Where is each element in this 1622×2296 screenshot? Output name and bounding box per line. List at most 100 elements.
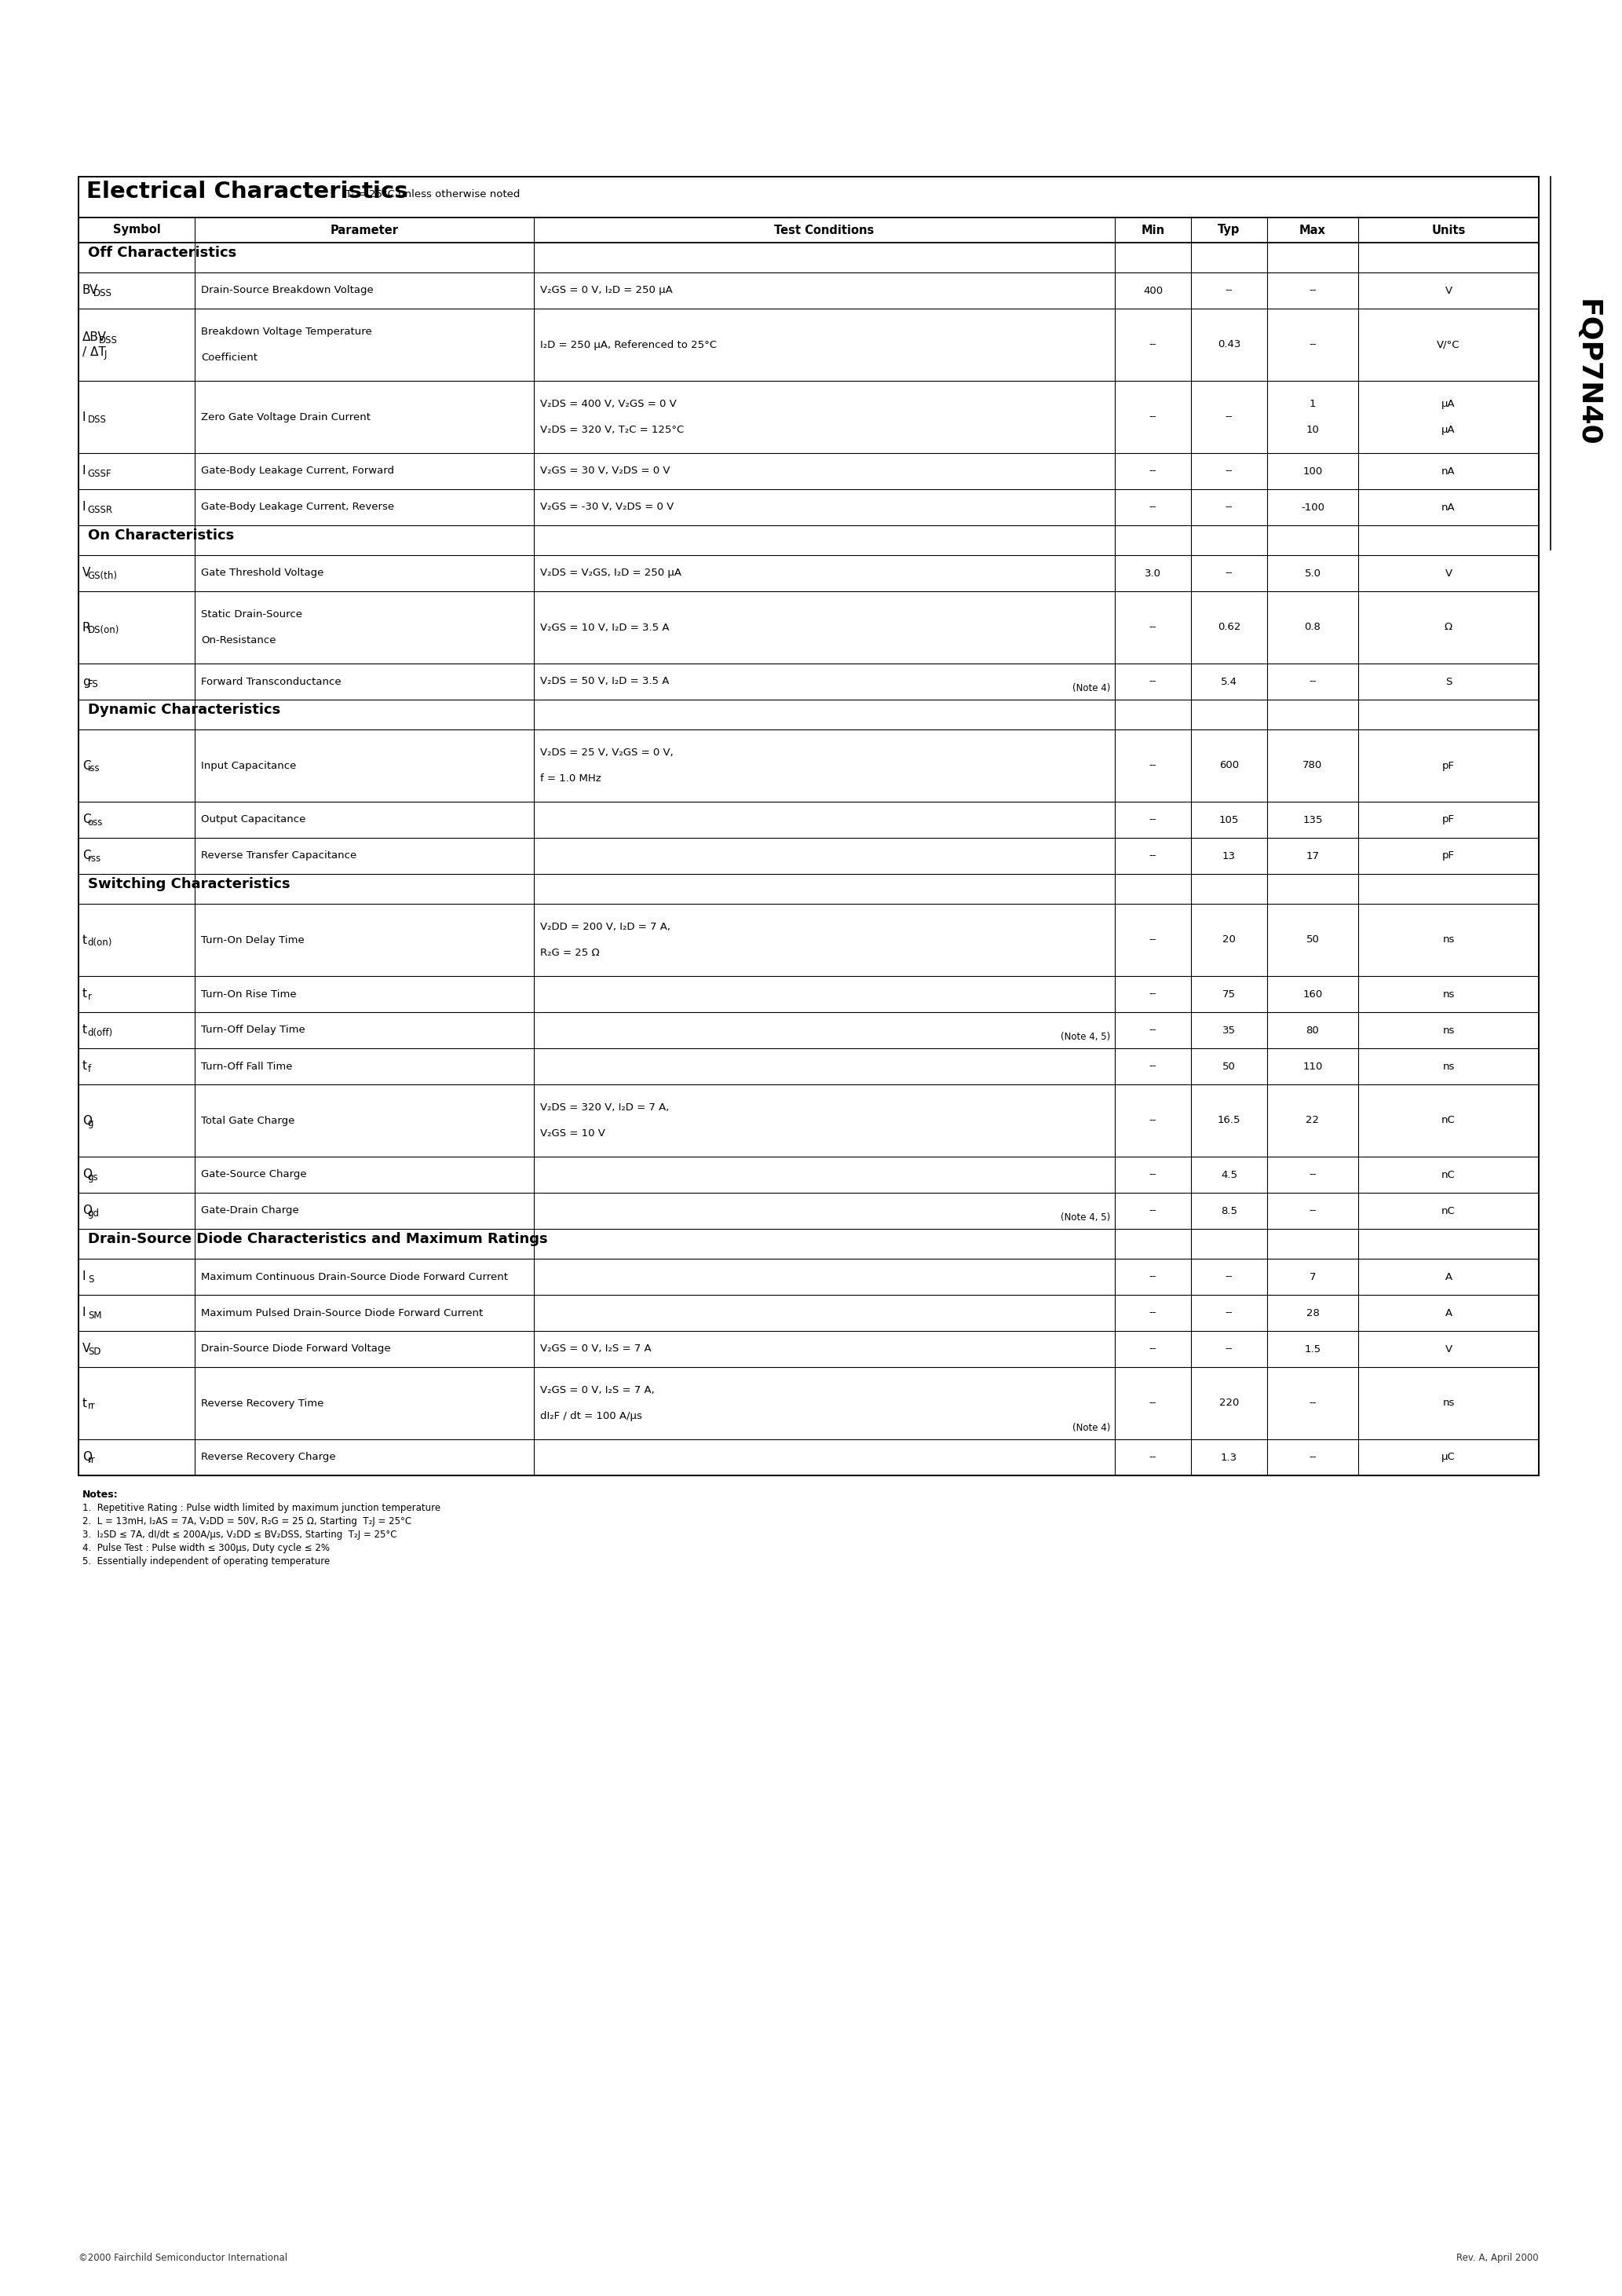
Text: 135: 135 (1302, 815, 1322, 824)
Text: SD: SD (88, 1348, 101, 1357)
Text: f = 1.0 MHz: f = 1.0 MHz (540, 774, 602, 783)
Text: V₂DD = 200 V, I₂D = 7 A,: V₂DD = 200 V, I₂D = 7 A, (540, 921, 670, 932)
Text: Turn-Off Fall Time: Turn-Off Fall Time (201, 1061, 292, 1072)
Text: --: -- (1309, 1398, 1317, 1407)
Text: ©2000 Fairchild Semiconductor International: ©2000 Fairchild Semiconductor Internatio… (78, 2252, 287, 2264)
Text: 160: 160 (1302, 990, 1322, 999)
Text: I: I (83, 1306, 86, 1318)
Text: (Note 4, 5): (Note 4, 5) (1061, 1031, 1109, 1042)
Text: --: -- (1148, 466, 1156, 475)
Text: S: S (1445, 677, 1452, 687)
Text: Coefficient: Coefficient (201, 354, 258, 363)
Text: rr: rr (88, 1401, 96, 1412)
Text: μC: μC (1442, 1453, 1455, 1463)
Text: nA: nA (1442, 466, 1455, 475)
Text: Turn-On Delay Time: Turn-On Delay Time (201, 934, 305, 946)
Text: pF: pF (1442, 760, 1455, 771)
Text: V₂GS = 0 V, I₂S = 7 A,: V₂GS = 0 V, I₂S = 7 A, (540, 1384, 655, 1396)
Text: pF: pF (1442, 815, 1455, 824)
Text: DSS: DSS (99, 335, 117, 344)
Text: 1.5: 1.5 (1304, 1343, 1320, 1355)
Text: --: -- (1148, 1116, 1156, 1125)
Text: --: -- (1225, 503, 1233, 512)
Text: 1: 1 (1309, 400, 1315, 409)
Text: --: -- (1309, 677, 1317, 687)
Text: nC: nC (1442, 1116, 1455, 1125)
Text: --: -- (1148, 1272, 1156, 1281)
Text: (Note 4): (Note 4) (1072, 1424, 1109, 1433)
Text: 8.5: 8.5 (1221, 1205, 1238, 1217)
Text: --: -- (1225, 466, 1233, 475)
Text: Units: Units (1432, 225, 1466, 236)
Text: --: -- (1148, 1453, 1156, 1463)
Text: --: -- (1225, 1272, 1233, 1281)
Text: --: -- (1148, 1309, 1156, 1318)
Bar (78, 177, 1539, 1476)
Text: Maximum Pulsed Drain-Source Diode Forward Current: Maximum Pulsed Drain-Source Diode Forwar… (201, 1309, 483, 1318)
Text: ns: ns (1442, 1024, 1455, 1035)
Text: Output Capacitance: Output Capacitance (201, 815, 305, 824)
Text: --: -- (1148, 411, 1156, 422)
Text: GSSF: GSSF (88, 468, 112, 480)
Text: Gate-Body Leakage Current, Reverse: Gate-Body Leakage Current, Reverse (201, 503, 394, 512)
Text: nC: nC (1442, 1205, 1455, 1217)
Text: t: t (83, 1024, 88, 1035)
Text: 5.0: 5.0 (1304, 567, 1320, 579)
Text: Breakdown Voltage Temperature: Breakdown Voltage Temperature (201, 326, 371, 338)
Text: / ΔT: / ΔT (83, 347, 105, 358)
Text: Parameter: Parameter (331, 225, 399, 236)
Text: C: C (83, 813, 91, 827)
Text: FS: FS (88, 680, 99, 689)
Text: 220: 220 (1220, 1398, 1239, 1407)
Text: V₂GS = 10 V: V₂GS = 10 V (540, 1127, 605, 1139)
Text: I: I (83, 501, 86, 512)
Text: nC: nC (1442, 1169, 1455, 1180)
Text: V₂DS = 25 V, V₂GS = 0 V,: V₂DS = 25 V, V₂GS = 0 V, (540, 748, 673, 758)
Text: r: r (88, 992, 92, 1001)
Text: --: -- (1309, 1169, 1317, 1180)
Text: Tⱼ = 25°C unless otherwise noted: Tⱼ = 25°C unless otherwise noted (345, 188, 521, 200)
Text: oss: oss (88, 817, 104, 827)
Text: V/°C: V/°C (1437, 340, 1460, 349)
Text: 780: 780 (1302, 760, 1322, 771)
Text: --: -- (1148, 677, 1156, 687)
Text: f: f (88, 1063, 91, 1075)
Text: Drain-Source Breakdown Voltage: Drain-Source Breakdown Voltage (201, 285, 373, 296)
Text: Total Gate Charge: Total Gate Charge (201, 1116, 295, 1125)
Text: Maximum Continuous Drain-Source Diode Forward Current: Maximum Continuous Drain-Source Diode Fo… (201, 1272, 508, 1281)
Text: FQP7N40: FQP7N40 (1573, 298, 1601, 448)
Text: gs: gs (88, 1173, 99, 1182)
Text: 0.43: 0.43 (1218, 340, 1241, 349)
Text: 20: 20 (1223, 934, 1236, 946)
Text: Typ: Typ (1218, 225, 1241, 236)
Text: R: R (83, 622, 91, 634)
Text: ns: ns (1442, 1061, 1455, 1072)
Text: 4.  Pulse Test : Pulse width ≤ 300μs, Duty cycle ≤ 2%: 4. Pulse Test : Pulse width ≤ 300μs, Dut… (83, 1543, 329, 1552)
Text: Off Characteristics: Off Characteristics (88, 246, 237, 259)
Text: DS(on): DS(on) (88, 625, 120, 636)
Text: --: -- (1148, 852, 1156, 861)
Text: Gate Threshold Voltage: Gate Threshold Voltage (201, 567, 324, 579)
Text: 75: 75 (1223, 990, 1236, 999)
Text: C: C (83, 760, 91, 771)
Text: Ω: Ω (1445, 622, 1452, 631)
Text: --: -- (1148, 1024, 1156, 1035)
Text: 105: 105 (1220, 815, 1239, 824)
Text: SM: SM (88, 1311, 102, 1320)
Text: Q: Q (83, 1451, 92, 1463)
Text: 0.8: 0.8 (1304, 622, 1320, 631)
Text: Input Capacitance: Input Capacitance (201, 760, 297, 771)
Text: ns: ns (1442, 990, 1455, 999)
Text: I: I (83, 1272, 86, 1283)
Text: Turn-Off Delay Time: Turn-Off Delay Time (201, 1024, 305, 1035)
Text: --: -- (1225, 1309, 1233, 1318)
Text: Zero Gate Voltage Drain Current: Zero Gate Voltage Drain Current (201, 411, 370, 422)
Text: Dynamic Characteristics: Dynamic Characteristics (88, 703, 281, 716)
Text: --: -- (1225, 1343, 1233, 1355)
Text: Drain-Source Diode Forward Voltage: Drain-Source Diode Forward Voltage (201, 1343, 391, 1355)
Text: Reverse Recovery Time: Reverse Recovery Time (201, 1398, 324, 1407)
Text: --: -- (1148, 622, 1156, 631)
Text: t: t (83, 1398, 88, 1410)
Text: --: -- (1148, 1343, 1156, 1355)
Text: 28: 28 (1306, 1309, 1319, 1318)
